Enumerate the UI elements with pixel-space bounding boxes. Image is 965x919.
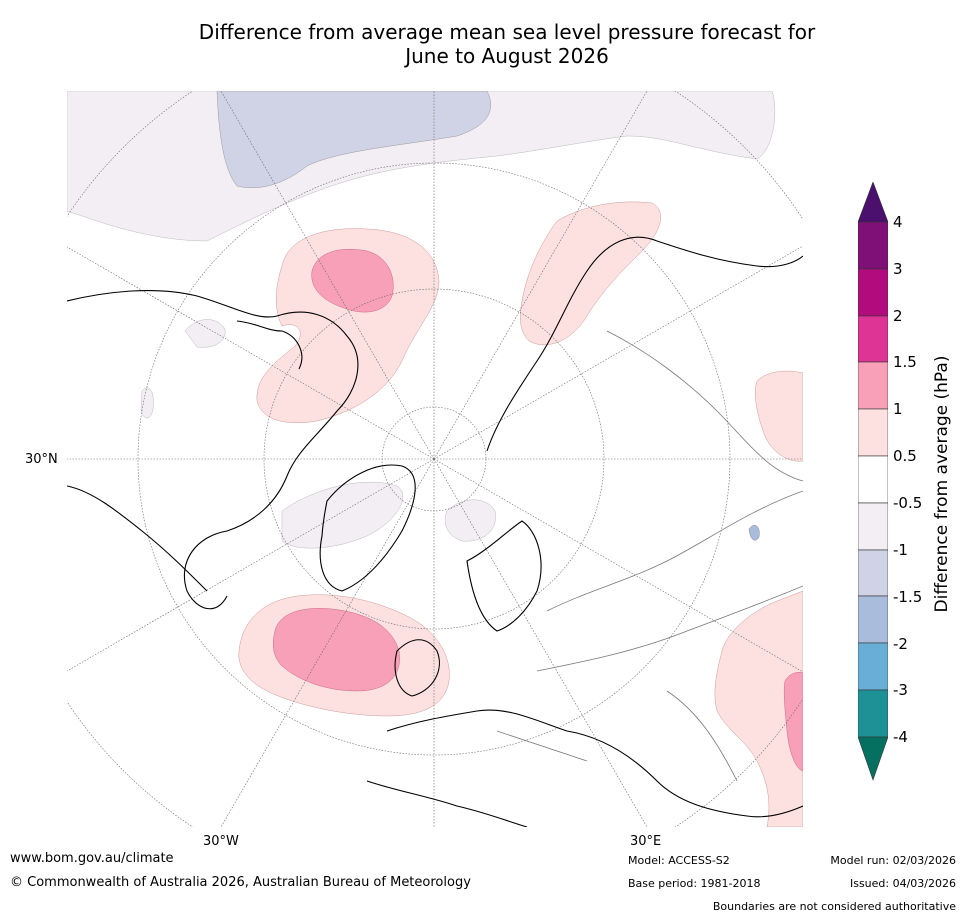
anomaly-region-positive-siberia bbox=[755, 370, 803, 462]
footer-base-period: Base period: 1981-2018 bbox=[628, 877, 761, 890]
coast-scandinavia bbox=[466, 520, 542, 632]
anomaly-region-positive-strong-bering bbox=[311, 248, 394, 313]
colorbar bbox=[858, 182, 888, 781]
colorbar-title-text: Difference from average (hPa) bbox=[932, 355, 952, 613]
colorbar-tick-3: 3 bbox=[893, 260, 903, 278]
lon-label-30e: 30°E bbox=[630, 834, 662, 849]
colorbar-tick-minus-3: -3 bbox=[893, 681, 908, 699]
colorbar-band-2-to-3 bbox=[858, 268, 888, 317]
anomaly-region-positive-scandinavia-north bbox=[520, 201, 661, 346]
lat-label-30n: 30°N bbox=[25, 452, 58, 467]
colorbar-over-arrow bbox=[858, 182, 888, 223]
anomaly-region-positive-bering bbox=[256, 228, 440, 424]
colorbar-band-minus-1-to-minus-0.5 bbox=[858, 502, 888, 551]
colorbar-tick-minus-4: -4 bbox=[893, 728, 908, 746]
map-title-line1: Difference from average mean sea level p… bbox=[198, 20, 816, 44]
anomaly-region-negative-north-pacific bbox=[216, 91, 491, 189]
anomaly-region-weak-negative-norway-sea bbox=[444, 499, 496, 542]
colorbar-tick-4: 4 bbox=[893, 213, 903, 231]
coast-north-america bbox=[67, 290, 359, 610]
lon-label-30w: 30°W bbox=[203, 834, 239, 849]
footer-url[interactable]: www.bom.gov.au/climate bbox=[10, 851, 174, 866]
colorbar-band-3-to-4 bbox=[858, 221, 888, 270]
colorbar-tick-0.5: 0.5 bbox=[893, 447, 917, 465]
colorbar-band-minus-2-to-minus-1.5 bbox=[858, 595, 888, 644]
coast-europe bbox=[366, 639, 803, 827]
colorbar-tick-1: 1 bbox=[893, 400, 903, 418]
anomaly-region-weak-negative-pacific bbox=[140, 387, 154, 419]
footer-copyright: © Commonwealth of Australia 2026, Austra… bbox=[10, 875, 471, 890]
coast-eurasia-arctic bbox=[486, 236, 803, 452]
colorbar-tick-minus-2: -2 bbox=[893, 635, 908, 653]
anomaly-region-weak-negative-greenland bbox=[281, 481, 403, 549]
footer-model-run: Model run: 02/03/2026 bbox=[830, 854, 956, 867]
colorbar-tick-minus-1: -1 bbox=[893, 541, 908, 559]
borders bbox=[496, 330, 803, 782]
footer-disclaimer: Boundaries are not considered authoritat… bbox=[712, 900, 956, 913]
colorbar-tick-2: 2 bbox=[893, 307, 903, 325]
anomaly-region-positive-central-asia bbox=[714, 590, 803, 827]
coast-alaska bbox=[236, 320, 303, 370]
colorbar-band-0.5-to-1 bbox=[858, 408, 888, 457]
anomaly-region-positive-strong-atlantic bbox=[273, 608, 400, 692]
coastlines bbox=[67, 236, 803, 827]
graticule bbox=[67, 91, 803, 827]
anomaly-region-negative-small-asia bbox=[748, 525, 760, 541]
colorbar-band-minus-4-to-minus-3 bbox=[858, 689, 888, 738]
colorbar-tick-1.5: 1.5 bbox=[893, 353, 917, 371]
colorbar-band-minus-1.5-to-minus-1 bbox=[858, 549, 888, 597]
colorbar-under-arrow bbox=[858, 736, 888, 781]
footer-model: Model: ACCESS-S2 bbox=[628, 854, 730, 867]
colorbar-band-1-to-1.5 bbox=[858, 361, 888, 410]
colorbar-band-1.5-to-2 bbox=[858, 315, 888, 363]
pressure-anomaly-map bbox=[67, 91, 803, 827]
colorbar-tick-minus-0.5: -0.5 bbox=[893, 494, 923, 512]
map-title: Difference from average mean sea level p… bbox=[0, 20, 965, 68]
colorbar-band-neutral bbox=[858, 455, 888, 504]
anomaly-region-positive-strong-asia bbox=[783, 672, 803, 772]
colorbar-tick-minus-1.5: -1.5 bbox=[893, 588, 923, 606]
colorbar-band-minus-3-to-minus-2 bbox=[858, 642, 888, 691]
coast-greenland bbox=[319, 464, 416, 592]
anomaly-region-weak-negative-canada bbox=[184, 319, 226, 348]
map-title-line2: June to August 2026 bbox=[405, 44, 609, 68]
footer-issued: Issued: 04/03/2026 bbox=[849, 877, 956, 890]
